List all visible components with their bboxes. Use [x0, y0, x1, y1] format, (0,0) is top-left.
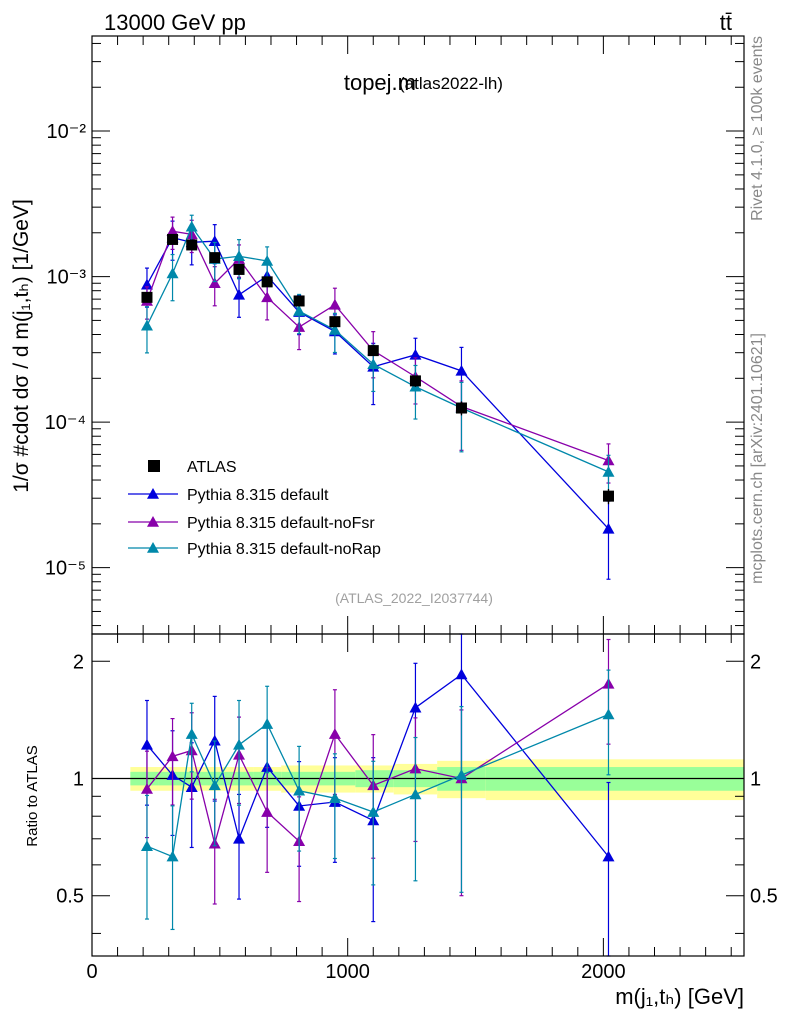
- series-1-point-3: [208, 277, 221, 289]
- series-2-ratio-point-1: [166, 850, 179, 862]
- ratio-tick-label-left-0: 0.5: [56, 886, 84, 908]
- ratio-tick-label-right-0: 0.5: [750, 886, 778, 908]
- data-point-9: [409, 375, 421, 387]
- series-2-ratio-line: [146, 713, 609, 858]
- plot-subtitle: (atlas2022-lh): [399, 74, 503, 93]
- main-panel: 10⁻² 10⁻³ 10⁻⁴ 10⁻⁵: [45, 35, 745, 635]
- series-1-point-1: [166, 225, 179, 237]
- legend-label-3: Pythia 8.315 default-noRap: [187, 541, 381, 558]
- site-label: mcplots.cern.ch [arXiv:2401.10621]: [749, 333, 766, 584]
- data-point-3: [209, 252, 221, 264]
- data-point-7: [329, 316, 341, 328]
- series-2-ratio-point-0: [140, 840, 153, 851]
- data-point-6: [293, 295, 305, 307]
- series-2-ratio-point-4: [233, 738, 246, 750]
- y-axis-label: 1/σ #cdot dσ / d m(j₁,tₕ) [1/GeV]: [10, 199, 33, 493]
- legend-marker-0: [148, 460, 160, 472]
- series-2-point-11: [602, 465, 615, 477]
- series-0-ratio-point-9: [409, 701, 422, 713]
- series-1-ratio-point-5: [261, 806, 274, 817]
- legend-label-0: ATLAS: [187, 459, 237, 476]
- series-0-point-11: [602, 522, 615, 534]
- data-point-2: [186, 239, 198, 251]
- series-1-point-7: [328, 298, 341, 310]
- series-0-point-10: [455, 364, 468, 376]
- series-2-point-5: [261, 254, 274, 266]
- series-2-point-2: [185, 220, 198, 232]
- series-2-point-0: [140, 319, 153, 331]
- ratio-tick-label-left-2: 2: [73, 651, 84, 673]
- series-2-line: [146, 225, 609, 473]
- series-0-point-0: [140, 278, 153, 290]
- y-tick-label-2: 10⁻⁴: [45, 412, 86, 434]
- data-point-10: [455, 402, 467, 414]
- ratio-frame: [91, 633, 745, 957]
- ratio-panel: 0 1000 2000 0.5 0.5 1 1 2 2: [56, 633, 778, 983]
- series-0-point-9: [409, 348, 422, 360]
- series-2-point-1: [166, 267, 179, 279]
- plot-title: topej.m: [344, 70, 416, 95]
- series-0-ratio-line: [146, 673, 609, 858]
- series-0-point-3: [208, 235, 221, 247]
- series-2-ratio-point-3: [208, 779, 221, 791]
- rivet-label: Rivet 4.1.0, ≥ 100k events: [749, 36, 766, 221]
- x-tick-label-0: 0: [86, 961, 97, 983]
- series-2-point-7: [328, 323, 341, 335]
- series-0-point-4: [233, 288, 246, 300]
- series-2-ratio-point-10: [455, 769, 468, 780]
- y-tick-label-1: 10⁻³: [47, 267, 87, 289]
- analysis-label: (ATLAS_2022_I2037744): [335, 590, 493, 606]
- energy-label: 13000 GeV pp: [104, 10, 246, 35]
- data-point-11: [602, 490, 614, 502]
- series-1-point-5: [261, 291, 274, 303]
- series-2-ratio-point-8: [367, 806, 380, 817]
- data-point-8: [367, 345, 379, 357]
- series-2-ratio-point-5: [261, 718, 274, 729]
- legend-marker-1: [147, 488, 159, 499]
- legend-marker-3: [147, 542, 159, 553]
- series-1-ratio-point-7: [328, 728, 341, 739]
- series-2-ratio-point-11: [602, 708, 615, 720]
- legend-label-2: Pythia 8.315 default-noFsr: [187, 515, 375, 532]
- ratio-tick-label-left-1: 1: [73, 768, 84, 790]
- series-2-point-4: [233, 250, 246, 262]
- data-point-0: [141, 291, 153, 303]
- process-label: tt̄: [720, 10, 732, 35]
- legend: ATLAS Pythia 8.315 default Pythia 8.315 de…: [128, 459, 381, 558]
- y-tick-label-0: 10⁻²: [47, 121, 87, 143]
- series-0-ratio-point-3: [208, 734, 221, 746]
- series-2-point-8: [367, 358, 380, 370]
- series-2-point-6: [293, 305, 306, 316]
- ratio-tick-label-right-2: 2: [750, 651, 761, 673]
- series-0-ratio-point-10: [455, 668, 468, 680]
- series-2-ratio-point-2: [185, 728, 198, 739]
- x-tick-label-2: 2000: [581, 961, 626, 983]
- data-point-1: [167, 233, 179, 245]
- series-2-ratio-point-6: [293, 784, 306, 796]
- ratio-y-axis-label: Ratio to ATLAS: [24, 745, 41, 846]
- series-0-ratio-point-4: [233, 832, 246, 844]
- y-tick-label-3: 10⁻⁵: [45, 558, 86, 580]
- data-point-5: [261, 276, 273, 288]
- series-1-ratio-point-0: [140, 782, 153, 794]
- legend-label-1: Pythia 8.315 default: [187, 487, 329, 504]
- series-0-ratio-point-0: [140, 738, 153, 750]
- data-point-4: [233, 263, 245, 275]
- x-tick-label-1: 1000: [325, 961, 370, 983]
- legend-marker-2: [147, 516, 159, 527]
- series-2-ratio-point-7: [328, 792, 341, 803]
- ratio-tick-label-right-1: 1: [750, 768, 761, 790]
- series-1-ratio-point-1: [166, 750, 179, 762]
- x-axis-label: m(j₁,tₕ) [GeV]: [615, 984, 744, 1009]
- series-0-ratio-point-11: [602, 850, 615, 862]
- series-2-ratio-point-9: [409, 788, 422, 800]
